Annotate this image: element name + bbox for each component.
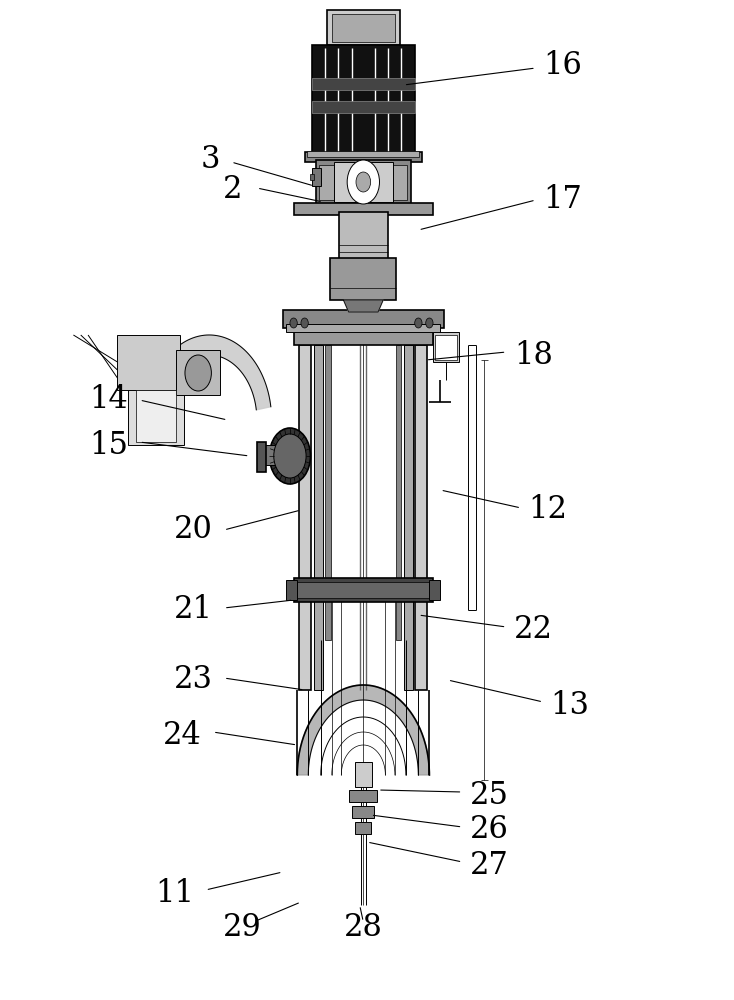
Bar: [299, 345, 311, 690]
Text: 17: 17: [543, 184, 582, 216]
Polygon shape: [148, 335, 271, 410]
Bar: [312, 78, 415, 90]
Bar: [176, 350, 220, 395]
Bar: [327, 10, 400, 45]
Bar: [349, 790, 377, 802]
Bar: [312, 168, 321, 186]
Bar: [307, 151, 419, 157]
Text: 16: 16: [543, 49, 582, 81]
Bar: [128, 385, 184, 445]
Bar: [352, 806, 374, 818]
Bar: [330, 258, 396, 300]
Circle shape: [185, 355, 211, 391]
Bar: [136, 390, 176, 442]
Circle shape: [269, 428, 310, 484]
Text: 13: 13: [550, 690, 589, 720]
Bar: [261, 445, 299, 465]
Bar: [433, 332, 459, 362]
Bar: [339, 212, 388, 260]
Bar: [319, 165, 407, 200]
Bar: [355, 822, 371, 834]
Circle shape: [415, 318, 422, 328]
Text: 23: 23: [174, 664, 213, 696]
Circle shape: [301, 318, 308, 328]
Text: 22: 22: [514, 614, 553, 646]
Text: 11: 11: [156, 878, 195, 908]
Bar: [334, 162, 393, 202]
Circle shape: [426, 318, 433, 328]
Bar: [294, 578, 433, 602]
Text: 2: 2: [222, 174, 242, 206]
Bar: [325, 345, 331, 640]
Bar: [297, 582, 430, 598]
Bar: [396, 345, 401, 640]
Circle shape: [290, 318, 297, 328]
Bar: [305, 152, 422, 162]
Bar: [312, 101, 415, 113]
Text: 18: 18: [514, 340, 553, 370]
Text: 21: 21: [174, 594, 213, 626]
Circle shape: [347, 160, 379, 204]
Bar: [435, 335, 457, 360]
Text: 28: 28: [344, 912, 382, 944]
Circle shape: [274, 434, 306, 478]
Polygon shape: [344, 300, 383, 312]
Polygon shape: [297, 685, 429, 775]
Bar: [332, 14, 395, 42]
Text: 29: 29: [223, 912, 261, 944]
Bar: [310, 174, 314, 180]
Text: 15: 15: [90, 430, 128, 460]
Bar: [294, 203, 433, 215]
Bar: [117, 335, 180, 390]
Bar: [415, 345, 427, 690]
Text: 27: 27: [470, 850, 509, 880]
Bar: [429, 580, 440, 600]
Text: 25: 25: [470, 780, 509, 810]
Text: 24: 24: [163, 720, 202, 750]
Bar: [404, 345, 413, 690]
Bar: [314, 345, 323, 690]
Bar: [257, 442, 266, 472]
Text: 26: 26: [470, 814, 509, 846]
Circle shape: [356, 172, 371, 192]
Text: 12: 12: [528, 494, 567, 526]
Bar: [294, 331, 433, 345]
Bar: [355, 762, 372, 787]
Bar: [286, 580, 297, 600]
Text: 3: 3: [200, 144, 220, 176]
Bar: [316, 160, 411, 205]
Bar: [312, 45, 415, 155]
Text: 14: 14: [90, 384, 128, 416]
Text: 20: 20: [174, 514, 213, 546]
Bar: [283, 310, 444, 328]
Bar: [286, 324, 440, 332]
